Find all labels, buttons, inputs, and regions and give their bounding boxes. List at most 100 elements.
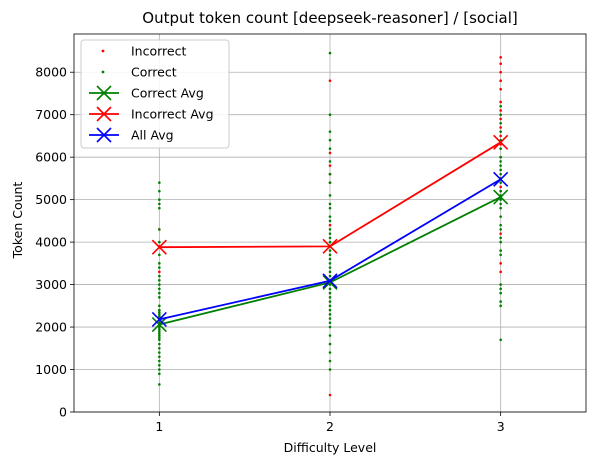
correct-point <box>328 172 332 176</box>
correct-point <box>499 291 502 295</box>
correct-point <box>499 160 502 163</box>
correct-point <box>158 330 161 333</box>
all-avg-marker <box>151 311 167 327</box>
correct-point <box>328 147 332 150</box>
correct-point <box>499 240 502 244</box>
correct-point <box>328 257 332 261</box>
correct-point <box>499 198 502 201</box>
correct-avg-marker <box>493 189 509 205</box>
correct-point <box>499 236 502 240</box>
correct-point <box>158 383 161 386</box>
y-axis-label: Token Count <box>10 182 25 260</box>
correct-point <box>158 283 161 286</box>
correct-point <box>499 249 502 252</box>
legend-label-incorrect-avg: Incorrect Avg <box>131 107 214 122</box>
correct-point <box>158 363 161 367</box>
correct-point <box>499 104 502 108</box>
legend-marker-all-avg <box>96 127 112 143</box>
incorrect-point <box>499 232 502 235</box>
correct-point <box>328 334 332 337</box>
correct-point <box>328 262 332 265</box>
correct-point <box>328 130 332 133</box>
legend: Incorrect Correct Correct Avg Incorrect Avg… <box>80 39 230 149</box>
correct-point <box>158 240 161 244</box>
correct-point <box>499 164 502 167</box>
correct-point <box>328 113 332 116</box>
correct-point <box>158 266 161 269</box>
correct-point <box>158 368 161 371</box>
correct-point <box>328 359 332 363</box>
correct-point <box>328 219 332 223</box>
x-axis-label: Difficulty Level <box>284 440 377 455</box>
y-tick-label: 3000 <box>35 277 67 292</box>
correct-point <box>328 194 332 197</box>
correct-point <box>328 351 332 354</box>
correct-point <box>328 51 332 55</box>
incorrect-point <box>328 393 332 397</box>
ticks: 0 1000 2000 3000 4000 5000 6000 7000 8000 1 2 3 <box>35 65 504 434</box>
correct-avg-marker <box>151 316 167 333</box>
correct-point <box>158 291 161 295</box>
incorrect-avg-marker <box>151 239 167 255</box>
correct-point <box>158 355 161 359</box>
incorrect-point <box>499 270 502 274</box>
correct-point <box>328 236 332 240</box>
correct-point <box>499 189 502 193</box>
correct-point <box>158 308 161 312</box>
incorrect-point <box>499 117 502 121</box>
correct-point <box>499 287 502 291</box>
correct-point <box>328 270 332 274</box>
incorrect-point <box>499 126 502 129</box>
correct-point <box>328 181 332 184</box>
scatter-correct <box>158 51 502 386</box>
correct-point <box>158 181 161 184</box>
correct-point <box>158 279 161 282</box>
correct-point <box>328 308 332 312</box>
x-tick-label: 2 <box>326 419 334 434</box>
x-tick-label: 1 <box>155 419 163 434</box>
correct-point <box>499 223 502 227</box>
correct-point <box>158 332 161 335</box>
correct-point <box>499 206 502 210</box>
correct-point <box>328 215 332 218</box>
correct-point <box>499 168 502 172</box>
incorrect-point <box>499 70 502 74</box>
correct-point <box>328 342 332 346</box>
correct-point <box>158 228 161 231</box>
correct-point <box>158 325 161 329</box>
correct-point <box>499 130 502 133</box>
incorrect-point <box>499 134 502 138</box>
average-lines <box>151 134 509 333</box>
correct-point <box>158 189 161 193</box>
incorrect-point <box>328 79 332 83</box>
correct-point <box>499 147 502 150</box>
correct-point <box>158 372 161 376</box>
incorrect-point <box>499 262 502 265</box>
legend-label-correct: Correct <box>131 65 177 80</box>
correct-point <box>158 346 161 350</box>
y-tick-label: 2000 <box>35 320 67 335</box>
correct-point <box>328 228 332 231</box>
correct-point <box>499 215 502 218</box>
correct-point <box>499 155 502 159</box>
correct-point <box>328 313 332 316</box>
correct-point <box>158 287 161 291</box>
correct-point <box>328 325 332 329</box>
incorrect-avg-marker <box>493 134 509 150</box>
incorrect-point <box>499 100 502 104</box>
correct-point <box>158 253 161 257</box>
incorrect-point <box>328 151 332 155</box>
correct-point <box>499 172 502 176</box>
correct-point <box>158 310 161 314</box>
incorrect-point <box>499 62 502 66</box>
all-avg-marker <box>493 171 509 187</box>
correct-point <box>158 338 161 342</box>
y-tick-label: 1000 <box>35 362 67 377</box>
correct-point <box>158 327 161 331</box>
incorrect-point <box>499 185 502 189</box>
correct-point <box>158 336 161 339</box>
y-tick-label: 8000 <box>35 65 67 80</box>
correct-point <box>158 274 161 278</box>
correct-point <box>158 342 161 346</box>
